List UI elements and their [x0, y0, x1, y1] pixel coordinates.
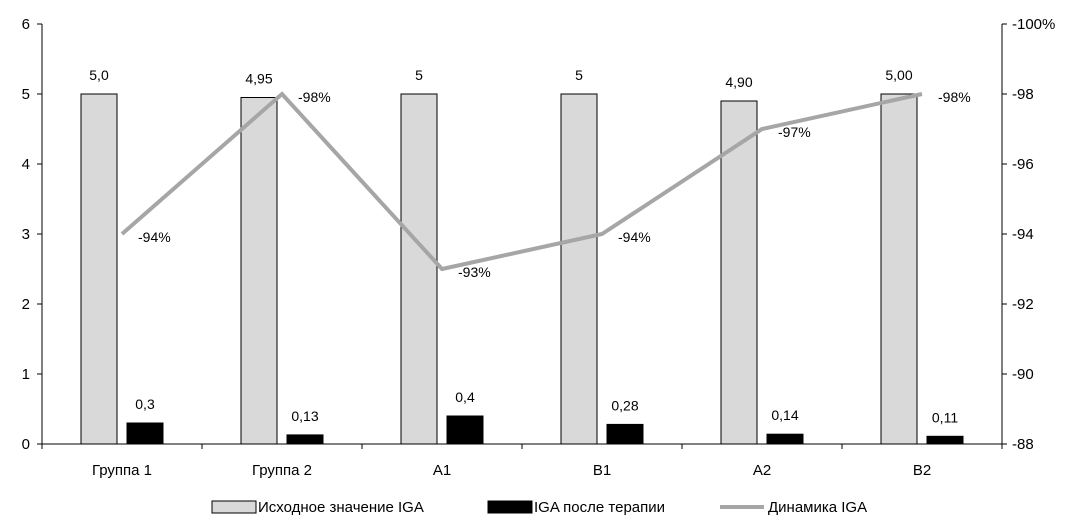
legend-swatch-initial-iga	[211, 500, 257, 514]
x-tick-label: Группа 1	[92, 462, 152, 479]
y2-tick-label: -96	[1012, 156, 1034, 173]
bar-initial-iga	[880, 93, 918, 445]
y-tick-label: 1	[22, 366, 30, 383]
x-tick-label: A2	[753, 462, 771, 479]
bar-after-therapy	[926, 435, 964, 445]
line-iga-dynamics	[120, 91, 923, 272]
bar-label-initial-iga: 5,0	[89, 67, 109, 83]
y2-tick-label: -100%	[1012, 16, 1055, 33]
legend-label-initial-iga: Исходное значение IGA	[258, 499, 424, 516]
line-label-iga-dynamics: -94%	[138, 229, 171, 245]
y2-tick-label: -88	[1012, 436, 1034, 453]
y-tick-label: 3	[22, 226, 30, 243]
axes: 0 1 2 3 4 5 6 -88 -90 -92 -94 -96 -98 -100% Группа 1 Гр…	[22, 16, 1056, 479]
x-tick-label: B1	[593, 462, 611, 479]
bar-label-after-therapy: 0,28	[611, 397, 638, 413]
y2-tick-label: -92	[1012, 296, 1034, 313]
bar-label-initial-iga: 4,95	[245, 71, 272, 87]
legend-swatch-after-therapy	[487, 500, 533, 514]
bar-initial-iga	[240, 97, 278, 445]
bar-after-therapy	[606, 423, 644, 445]
bar-label-after-therapy: 0,14	[771, 407, 798, 423]
bar-label-after-therapy: 0,11	[932, 409, 958, 425]
bar-label-initial-iga: 5	[575, 67, 583, 83]
bar-initial-iga	[80, 93, 118, 445]
x-tick-label: A1	[433, 462, 451, 479]
line-label-iga-dynamics: -98%	[298, 89, 331, 105]
legend-label-after-therapy: IGA после терапии	[534, 499, 665, 516]
bar-label-initial-iga: 5	[415, 67, 423, 83]
y-tick-label: 0	[22, 436, 30, 453]
bar-after-therapy	[126, 422, 164, 445]
bar-after-therapy	[286, 434, 324, 445]
legend-label-iga-dynamics: Динамика IGA	[768, 499, 867, 516]
x-tick-label: Группа 2	[252, 462, 312, 479]
y-tick-label: 2	[22, 296, 30, 313]
data-labels: 5,0 0,3 4,95 0,13 5 0,4 5 0,28 4,90 0,14 5,00 0,11 -…	[89, 67, 970, 425]
bar-initial-iga	[560, 93, 598, 445]
line-label-iga-dynamics: -98%	[938, 89, 971, 105]
y2-tick-label: -90	[1012, 366, 1034, 383]
bar-initial-iga	[720, 100, 758, 445]
bar-label-after-therapy: 0,4	[455, 389, 475, 405]
bar-label-initial-iga: 4,90	[725, 74, 752, 90]
bars	[80, 93, 964, 445]
y-tick-label: 4	[22, 156, 30, 173]
bar-label-after-therapy: 0,3	[135, 396, 155, 412]
bar-initial-iga	[400, 93, 438, 445]
bar-label-initial-iga: 5,00	[885, 67, 912, 83]
y2-tick-label: -98	[1012, 86, 1034, 103]
bar-after-therapy	[446, 415, 484, 445]
trend-line	[120, 91, 923, 272]
line-label-iga-dynamics: -93%	[458, 264, 491, 280]
legend: Исходное значение IGA IGA после терапии Ди…	[211, 499, 867, 516]
y2-tick-label: -94	[1012, 226, 1034, 243]
y-tick-label: 6	[22, 16, 30, 33]
x-tick-label: B2	[913, 462, 931, 479]
line-label-iga-dynamics: -97%	[778, 124, 811, 140]
bar-label-after-therapy: 0,13	[291, 408, 318, 424]
line-label-iga-dynamics: -94%	[618, 229, 651, 245]
y-tick-label: 5	[22, 86, 30, 103]
bar-after-therapy	[766, 433, 804, 445]
